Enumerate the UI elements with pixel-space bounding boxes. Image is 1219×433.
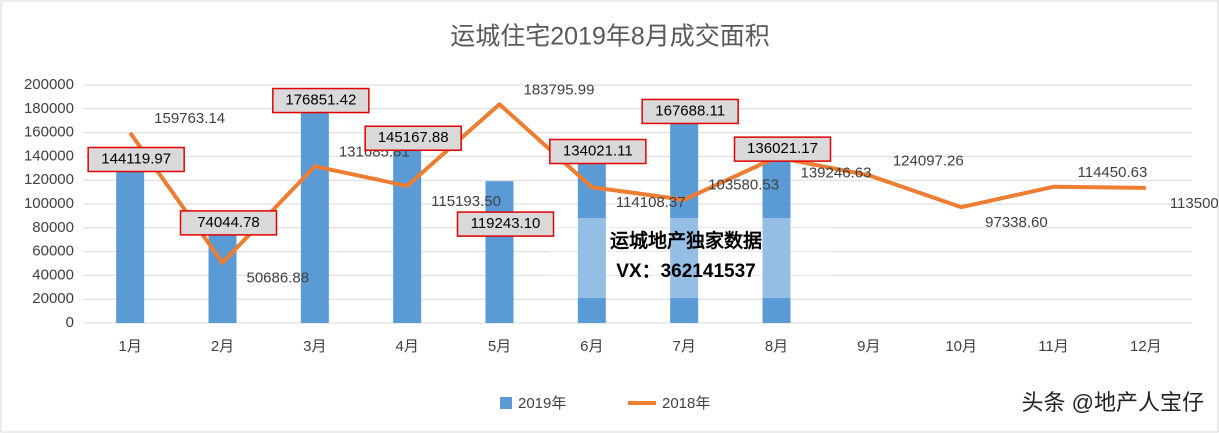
data-label-box [733, 136, 832, 162]
x-tick-label: 7月 [672, 338, 695, 355]
data-label: 114450.63 [1078, 164, 1148, 181]
data-label: 50686.88 [247, 270, 310, 287]
data-label-box [364, 125, 462, 152]
data-label: 176851.42 [285, 92, 356, 109]
data-label-box [641, 98, 739, 125]
line [128, 102, 1146, 265]
data-label-box [179, 210, 278, 236]
x-tick-label: 11月 [1038, 338, 1069, 355]
data-label: 97338.60 [985, 214, 1048, 231]
x-tick-label: 9月 [857, 338, 880, 355]
data-label-group: 119243.10 [456, 211, 555, 237]
y-tick-label: 180000 [24, 100, 74, 117]
source-text: 头条 @地产人宝仔 [1022, 390, 1204, 415]
x-tick-label: 10月 [945, 338, 977, 355]
data-label: 114108.37 [616, 194, 686, 211]
y-tick-label: 200000 [24, 76, 74, 93]
x-tick-label: 5月 [488, 338, 511, 355]
x-tick-label: 8月 [765, 338, 788, 355]
data-label-group: 134021.11 [549, 138, 647, 165]
bar [116, 151, 145, 323]
data-label-group: 136021.17 [733, 136, 832, 162]
y-tick-label: 80000 [32, 219, 74, 236]
data-label-group: 74044.78 [179, 210, 278, 236]
bar [485, 181, 514, 323]
legend-swatch [500, 397, 512, 409]
data-label-group: 167688.11 [641, 98, 739, 125]
data-label-box [456, 211, 555, 237]
bar [762, 161, 791, 323]
watermark-text: 运城地产独家数据 [610, 229, 762, 252]
x-tick-label: 4月 [395, 338, 418, 355]
x-tick-label: 12月 [1130, 338, 1162, 355]
x-tick-label: 2月 [211, 338, 234, 355]
data-label: 159763.14 [154, 110, 225, 127]
y-tick-label: 40000 [32, 266, 74, 283]
y-tick-label: 140000 [24, 147, 74, 164]
data-label: 74044.78 [197, 214, 260, 231]
data-label: 119243.10 [471, 215, 541, 232]
data-label: 115193.50 [431, 193, 501, 210]
data-label: 103580.53 [708, 177, 779, 194]
y-tick-label: 100000 [24, 195, 74, 212]
data-label: 124097.26 [893, 152, 964, 169]
legend-label: 2019年 [518, 395, 566, 412]
data-label-group: 176851.42 [272, 87, 370, 114]
legend-label: 2018年 [662, 395, 710, 412]
y-tick-label: 20000 [32, 290, 74, 307]
data-label: 145167.88 [378, 129, 449, 146]
data-label: 139246.63 [801, 164, 872, 181]
y-tick-label: 120000 [24, 171, 74, 188]
x-tick-label: 1月 [118, 338, 141, 355]
data-label-group: 145167.88 [364, 125, 462, 152]
data-label: 134021.11 [563, 142, 633, 159]
data-label-box [272, 87, 370, 114]
data-label: 167688.11 [655, 102, 725, 119]
watermark-text: VX：362141537 [616, 261, 755, 282]
data-label-group: 144119.97 [87, 146, 185, 173]
x-tick-label: 3月 [303, 338, 326, 355]
bar [670, 123, 699, 324]
watermark-box [548, 218, 830, 298]
y-tick-label: 160000 [24, 124, 74, 141]
data-label-box [549, 138, 647, 165]
data-label: 113500.24 [1170, 195, 1219, 212]
y-tick-label: 60000 [32, 243, 74, 260]
y-tick-label: 0 [66, 314, 74, 331]
bar [300, 112, 329, 323]
data-label: 144119.97 [101, 150, 171, 167]
chart-title: 运城住宅2019年8月成交面积 [450, 23, 770, 51]
x-tick-label: 6月 [580, 338, 603, 355]
data-label: 136021.17 [747, 140, 818, 157]
data-label-box [87, 146, 185, 173]
data-label: 183795.99 [524, 81, 595, 98]
